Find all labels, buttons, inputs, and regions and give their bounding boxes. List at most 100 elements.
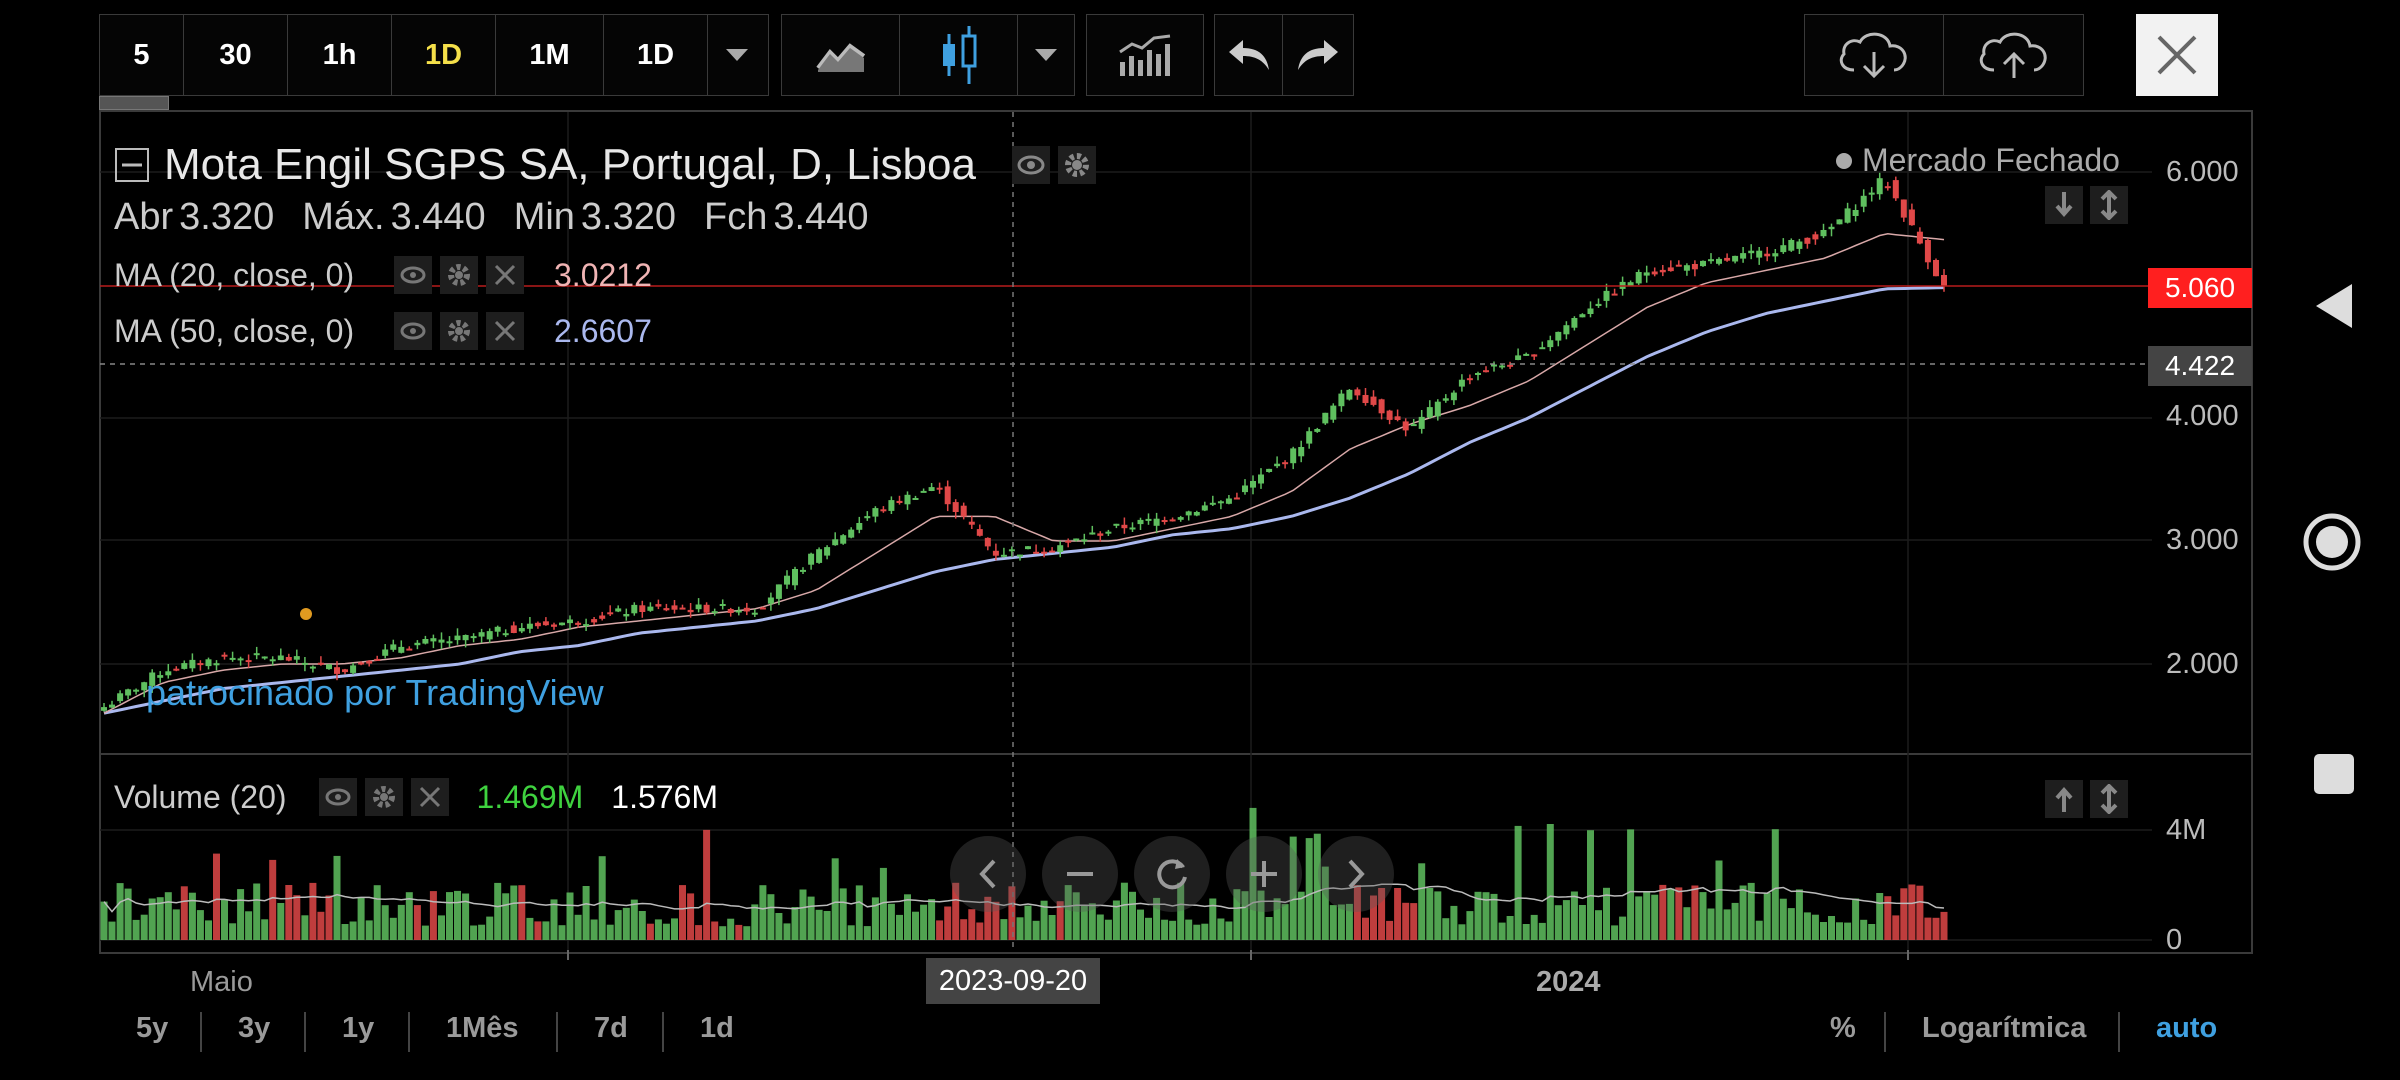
ma50-visibility-toggle[interactable] — [394, 312, 432, 350]
ma50-settings-button[interactable] — [440, 312, 478, 350]
history-toolbar — [1214, 14, 1354, 96]
back-icon[interactable] — [2314, 282, 2354, 330]
ma50-label: MA (50, close, 0) — [114, 312, 355, 349]
sponsor-link[interactable]: patrocinado por TradingView — [146, 672, 604, 713]
line-chart-button[interactable] — [782, 15, 900, 95]
percent-scale-button[interactable]: % — [1830, 1012, 1856, 1044]
scroll-right-button[interactable] — [1318, 836, 1394, 912]
volume-pane[interactable] — [99, 754, 2253, 954]
range-1month-button[interactable]: 1Mês — [446, 1012, 519, 1044]
volume-remove-button[interactable] — [410, 778, 449, 816]
scale-down-button[interactable] — [2045, 186, 2083, 224]
price-pane[interactable] — [99, 110, 2253, 755]
interval-toolbar: 5 30 1h 1D 1M 1D — [99, 14, 769, 96]
crosshair-date-badge: 2023-09-20 — [926, 958, 1100, 1004]
ma20-legend: MA (20, close, 0) 3.0212 — [114, 256, 652, 294]
volume-label: Volume (20) — [114, 778, 287, 815]
indicators-toolbar — [1086, 14, 1204, 96]
minus-icon — [1067, 872, 1093, 876]
cloud-download-button[interactable] — [1805, 15, 1944, 95]
zoom-in-button[interactable] — [1226, 836, 1302, 912]
range-1y-button[interactable]: 1y — [342, 1012, 375, 1044]
ma20-visibility-toggle[interactable] — [394, 256, 432, 294]
volume-ma-value: 1.576M — [611, 778, 718, 815]
interval-dropdown-button[interactable] — [708, 15, 766, 95]
interval-1h-button[interactable]: 1h — [288, 15, 392, 95]
x-tick-label: Maio — [190, 966, 253, 998]
interval-30-button[interactable]: 30 — [184, 15, 288, 95]
refresh-icon — [1157, 859, 1187, 890]
scale-fit-button[interactable] — [2090, 186, 2128, 224]
ma20-settings-button[interactable] — [440, 256, 478, 294]
divider — [304, 1012, 306, 1052]
market-status: Mercado Fechado — [1836, 142, 2120, 179]
visibility-toggle[interactable] — [1011, 146, 1050, 184]
interval-1d-button[interactable]: 1D — [392, 15, 496, 95]
collapse-icon[interactable] — [114, 147, 150, 183]
divider — [556, 1012, 558, 1052]
volume-y-tick: 0 — [2166, 924, 2183, 956]
scroll-left-button[interactable] — [950, 836, 1026, 912]
ma50-legend: MA (50, close, 0) 2.6607 — [114, 312, 652, 350]
open-value: 3.320 — [179, 196, 275, 238]
cloud-upload-button[interactable] — [1944, 15, 2083, 95]
recents-icon[interactable] — [2312, 752, 2356, 796]
indicators-button[interactable] — [1087, 15, 1203, 95]
high-label: Máx. — [302, 196, 385, 238]
range-3y-button[interactable]: 3y — [238, 1012, 271, 1044]
crosshair-price-badge: 4.422 — [2148, 346, 2252, 386]
ma50-remove-button[interactable] — [486, 312, 524, 350]
chart-type-dropdown-button[interactable] — [1018, 15, 1074, 95]
arrow-up-icon — [2055, 786, 2073, 812]
chart-screen: 5 30 1h 1D 1M 1D — [99, 14, 2253, 1052]
divider — [200, 1012, 202, 1052]
reset-view-button[interactable] — [1134, 836, 1210, 912]
volume-y-tick: 4M — [2166, 814, 2207, 846]
divider — [1884, 1012, 1886, 1052]
volume-visibility-toggle[interactable] — [318, 778, 357, 816]
high-value: 3.440 — [390, 196, 486, 238]
eye-icon — [325, 788, 351, 806]
y-tick-label: 4.000 — [2166, 400, 2239, 432]
gear-icon — [372, 786, 395, 808]
chart-title-row: Mota Engil SGPS SA, Portugal, D, Lisboa — [114, 140, 1104, 190]
chevron-right-icon — [1348, 859, 1365, 889]
interval-5-button[interactable]: 5 — [100, 15, 184, 95]
volume-settings-button[interactable] — [364, 778, 403, 816]
zoom-out-button[interactable] — [1042, 836, 1118, 912]
divider — [662, 1012, 664, 1052]
expand-vertical-icon — [2100, 784, 2118, 814]
home-icon[interactable] — [2302, 512, 2362, 572]
undo-button[interactable] — [1215, 15, 1283, 95]
range-5y-button[interactable]: 5y — [136, 1012, 169, 1044]
eye-icon — [400, 266, 426, 284]
volume-legend: Volume (20) 1.469M 1.576M — [114, 778, 718, 816]
eye-icon — [1017, 155, 1045, 175]
settings-button[interactable] — [1057, 146, 1096, 184]
ma20-remove-button[interactable] — [486, 256, 524, 294]
status-dot — [1836, 152, 1852, 169]
low-value: 3.320 — [580, 196, 677, 238]
eye-icon — [400, 322, 426, 340]
auto-scale-button[interactable]: auto — [2156, 1012, 2218, 1044]
close-button[interactable] — [2136, 14, 2218, 96]
volume-scale-fit-button[interactable] — [2090, 780, 2128, 818]
ma20-value: 3.0212 — [554, 256, 652, 293]
open-label: Abr — [114, 196, 174, 238]
ohlc-row: Abr 3.320 Máx. 3.440 Min 3.320 Fch 3.440 — [114, 196, 868, 239]
interval-custom-button[interactable]: 1D — [604, 15, 708, 95]
range-7d-button[interactable]: 7d — [594, 1012, 628, 1044]
y-tick-label: 2.000 — [2166, 648, 2239, 680]
undo-icon — [1228, 40, 1269, 70]
chevron-down-icon — [1035, 49, 1057, 61]
pane-collapse-tab[interactable] — [99, 96, 169, 110]
redo-button[interactable] — [1283, 15, 1353, 95]
close-icon — [419, 786, 440, 808]
candle-chart-button[interactable] — [900, 15, 1018, 95]
volume-scale-up-button[interactable] — [2045, 780, 2083, 818]
interval-1m-button[interactable]: 1M — [496, 15, 604, 95]
log-scale-button[interactable]: Logarítmica — [1922, 1012, 2087, 1044]
ma20-label: MA (20, close, 0) — [114, 256, 355, 293]
chart-title: Mota Engil SGPS SA, Portugal, D, Lisboa — [164, 140, 976, 189]
range-1d-button[interactable]: 1d — [700, 1012, 734, 1044]
